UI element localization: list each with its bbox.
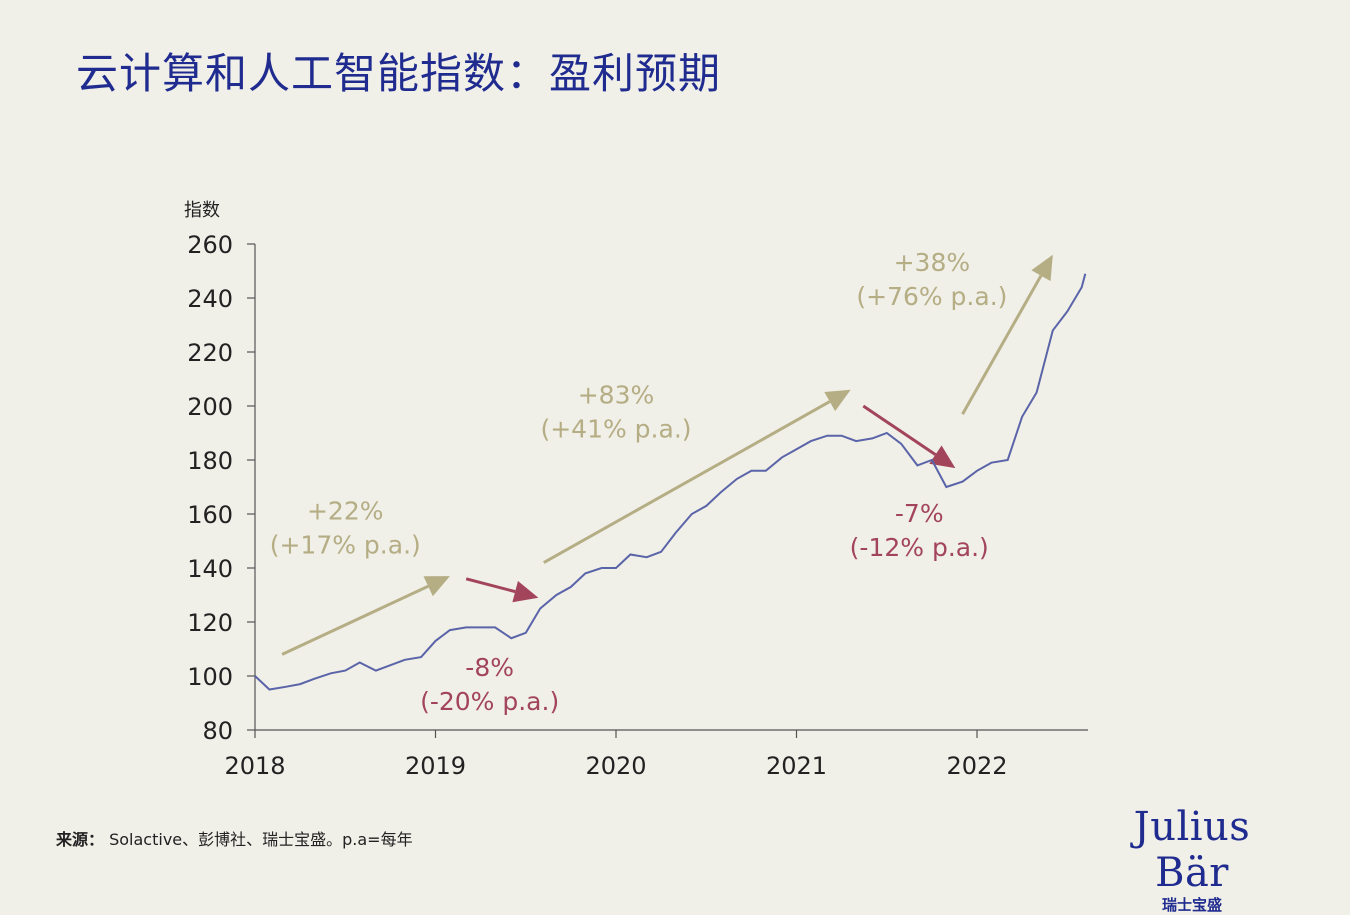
annotation-label-pa: (+76% p.a.) bbox=[856, 282, 1007, 311]
brand-logo: Julius Bär 瑞士宝盛 bbox=[1092, 804, 1292, 915]
annotation-label-pa: (+41% p.a.) bbox=[540, 414, 691, 443]
annotation-label-pct: +83% bbox=[578, 380, 655, 409]
annotation-label-pa: (-20% p.a.) bbox=[420, 687, 559, 716]
annotation-label-pct: +38% bbox=[894, 248, 971, 277]
annotation-label-pa: (-12% p.a.) bbox=[850, 533, 989, 562]
down-arrow-head bbox=[512, 580, 539, 603]
source-note: 来源： Solactive、彭博社、瑞士宝盛。p.a=每年 bbox=[56, 826, 413, 850]
up-arrow-head bbox=[423, 576, 450, 597]
y-tick-label: 180 bbox=[187, 447, 233, 475]
up-arrow-shaft bbox=[281, 584, 429, 656]
y-tick-label: 100 bbox=[187, 663, 233, 691]
y-tick-label: 160 bbox=[187, 501, 233, 529]
annotation-label-pct: -7% bbox=[895, 499, 944, 528]
up-arrow-head bbox=[1031, 254, 1053, 282]
y-tick-label: 140 bbox=[187, 555, 233, 583]
up-arrow-shaft bbox=[961, 274, 1043, 415]
brand-name: Julius Bär bbox=[1133, 804, 1251, 896]
series-line bbox=[254, 273, 1087, 691]
up-arrow-head bbox=[824, 389, 851, 412]
y-tick-label: 120 bbox=[187, 609, 233, 637]
y-tick-label: 260 bbox=[187, 231, 233, 259]
down-arrow-head bbox=[929, 445, 956, 469]
x-tick-label: 2020 bbox=[585, 752, 646, 780]
up-arrow-shaft bbox=[543, 400, 831, 564]
source-text: Solactive、彭博社、瑞士宝盛。p.a=每年 bbox=[109, 830, 413, 849]
y-tick-label: 200 bbox=[187, 393, 233, 421]
annotation-label-pct: -8% bbox=[465, 653, 514, 682]
y-tick-label: 220 bbox=[187, 339, 233, 367]
x-tick-label: 2021 bbox=[766, 752, 827, 780]
y-tick-label: 80 bbox=[202, 717, 233, 745]
y-axis-label: 指数 bbox=[184, 200, 220, 221]
x-tick-label: 2019 bbox=[405, 752, 466, 780]
annotation-label-pa: (+17% p.a.) bbox=[270, 530, 421, 559]
axes bbox=[247, 243, 1088, 738]
brand-sub: 瑞士宝盛 bbox=[1161, 896, 1222, 914]
down-arrow-shaft bbox=[465, 577, 516, 594]
tick-labels: 80 100 120 140 160 180 200 220 240 260 2018 2019 202… bbox=[187, 231, 1007, 780]
x-tick-label: 2018 bbox=[224, 752, 285, 780]
source-label: 来源： bbox=[56, 830, 105, 849]
x-tick-label: 2022 bbox=[946, 752, 1007, 780]
annotation-label-pct: +22% bbox=[307, 496, 384, 525]
y-tick-label: 240 bbox=[187, 285, 233, 313]
down-arrow-shaft bbox=[862, 404, 937, 456]
page-title: 云计算和人工智能指数：盈利预期 bbox=[76, 49, 722, 98]
annotations: +22% (+17% p.a.) -8% (-20% p.a.) +83% (+41% p… bbox=[270, 248, 1053, 716]
